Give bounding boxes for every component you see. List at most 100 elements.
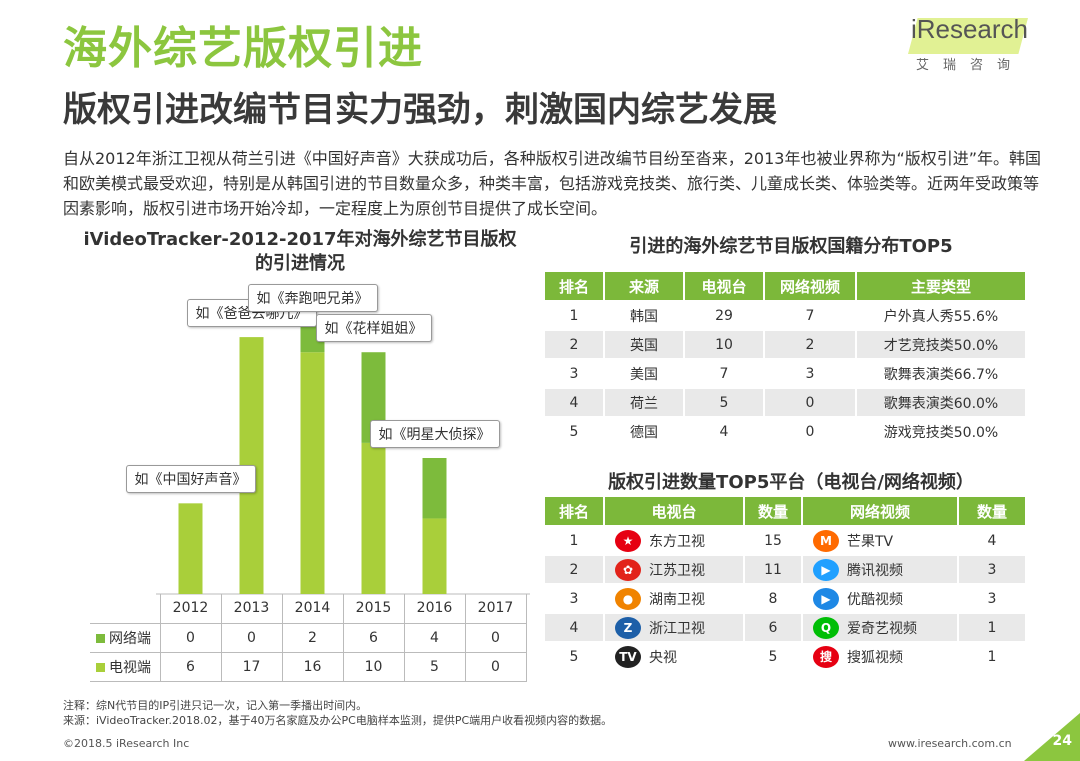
rank-cell: 4 <box>545 389 603 416</box>
logo-accent-bar <box>908 18 1028 54</box>
col-tv-count: 数量 <box>743 497 801 525</box>
jiangsu-tv-icon: ✿ <box>615 558 641 581</box>
footnotes: 注释：综N代节目的IP引进只记一次，记入第一季播出时间内。 来源：iVideoT… <box>63 698 612 728</box>
net-count-cell: 3 <box>957 556 1025 583</box>
net-platform-cell-label: 搜狐视频 <box>847 649 903 666</box>
net-platform-cell-label: 优酷视频 <box>847 591 903 608</box>
net-value: 0 <box>464 622 527 653</box>
source-text: 来源：iVideoTracker.2018.02，基于40万名家庭及办公PC电脑… <box>63 714 613 727</box>
tv-station-cell-label: 江苏卫视 <box>649 562 705 579</box>
rank-cell: 3 <box>545 585 603 612</box>
callout-2014: 如《奔跑吧兄弟》 <box>247 284 378 312</box>
chart-table-header: 2012 2013 2014 2015 2016 2017 <box>90 594 527 624</box>
net-count-cell: 2 <box>763 331 855 358</box>
chart-title: iVideoTracker-2012-2017年对海外综艺节目版权的引进情况 <box>83 229 517 274</box>
net-platform-cell: M 芒果TV <box>801 527 957 554</box>
col-rank: 排名 <box>545 497 603 525</box>
net-count-cell: 0 <box>763 418 855 445</box>
platform-row: 2 ✿ 江苏卫视 11 ▶ 腾讯视频 3 <box>545 556 1025 583</box>
tv-value: 6 <box>159 651 222 682</box>
year-label: 2015 <box>342 594 405 624</box>
net-platform-cell-label: 芒果TV <box>847 533 894 550</box>
country-table-header: 排名 来源 电视台 网络视频 主要类型 <box>545 272 1025 300</box>
logo-subtext: 艾瑞咨询 <box>915 58 1024 73</box>
dragon-tv-icon: ★ <box>615 529 641 552</box>
tv-station-cell: ★ 东方卫视 <box>603 527 743 554</box>
bar-net-2016 <box>422 458 447 519</box>
col-net-count: 数量 <box>957 497 1025 525</box>
col-rank: 排名 <box>545 272 603 300</box>
country-row: 1 韩国 29 7 户外真人秀55.6% <box>545 302 1025 329</box>
rank-cell: 1 <box>545 302 603 329</box>
net-platform-cell: Q 爱奇艺视频 <box>801 614 957 641</box>
col-tv: 电视台 <box>683 272 763 300</box>
youku-icon: ▶ <box>813 587 839 610</box>
net-platform-cell-label: 腾讯视频 <box>847 562 903 579</box>
legend-net: 网络端 <box>90 622 161 653</box>
tv-count-cell: 15 <box>743 527 801 554</box>
tv-series-row: 电视端 6 17 16 10 5 0 <box>90 651 527 682</box>
net-platform-cell: 搜搜狐视频 <box>801 643 957 670</box>
zhejiang-tv-icon: Z <box>615 616 641 639</box>
note-text: 注释：综N代节目的IP引进只记一次，记入第一季播出时间内。 <box>63 699 368 712</box>
year-label: 2017 <box>464 594 527 624</box>
platform-table-title: 版权引进数量TOP5平台（电视台/网络视频） <box>608 472 974 493</box>
tv-station-cell-label: 浙江卫视 <box>649 620 705 637</box>
legend-tv: 电视端 <box>90 651 161 682</box>
type-cell: 歌舞表演类66.7% <box>855 360 1025 387</box>
tv-count-cell: 11 <box>743 556 801 583</box>
net-series-row: 网络端 0 0 2 6 4 0 <box>90 622 527 653</box>
tv-station-cell-label: 湖南卫视 <box>649 591 705 608</box>
sohu-video-icon: 搜 <box>813 645 839 668</box>
hunan-tv-icon: ● <box>615 587 641 610</box>
tv-station-cell: Z 浙江卫视 <box>603 614 743 641</box>
net-count-cell: 3 <box>957 585 1025 612</box>
page-title: 海外综艺版权引进 <box>63 23 423 74</box>
tv-station-cell: TV 央视 <box>603 643 743 670</box>
country-table: 排名 来源 电视台 网络视频 主要类型 1 韩国 29 7 户外真人秀55.6% 2 英国 1… <box>545 270 1025 447</box>
col-net: 网络视频 <box>763 272 855 300</box>
tv-value: 16 <box>281 651 344 682</box>
platform-row: 3 ● 湖南卫视 8 ▶ 优酷视频 3 <box>545 585 1025 612</box>
country-row: 5 德国 4 0 游戏竞技类50.0% <box>545 418 1025 445</box>
platform-table: 排名 电视台 数量 网络视频 数量 1 ★ 东方卫视 15 M 芒果TV 4 2 ✿ 江苏卫视 11… <box>545 495 1025 672</box>
col-source: 来源 <box>603 272 683 300</box>
year-label: 2012 <box>159 594 222 624</box>
type-cell: 游戏竞技类50.0% <box>855 418 1025 445</box>
intro-paragraph: 自从2012年浙江卫视从荷兰引进《中国好声音》大获成功后，各种版权引进改编节目纷… <box>63 149 1042 218</box>
rank-cell: 5 <box>545 418 603 445</box>
page-subtitle: 版权引进改编节目实力强劲，刺激国内综艺发展 <box>63 90 777 130</box>
type-cell: 户外真人秀55.6% <box>855 302 1025 329</box>
copyright: ©2018.5 iResearch Inc <box>63 737 190 750</box>
net-value: 6 <box>342 622 405 653</box>
tv-station-cell: ● 湖南卫视 <box>603 585 743 612</box>
tencent-video-icon: ▶ <box>813 558 839 581</box>
country-table-title: 引进的海外综艺节目版权国籍分布TOP5 <box>629 236 953 257</box>
platform-row: 1 ★ 东方卫视 15 M 芒果TV 4 <box>545 527 1025 554</box>
net-value: 0 <box>159 622 222 653</box>
country-row: 2 英国 10 2 才艺竞技类50.0% <box>545 331 1025 358</box>
cctv-icon: TV <box>615 645 641 668</box>
tv-value: 17 <box>220 651 283 682</box>
tv-station-cell-label: 央视 <box>649 649 677 666</box>
net-count-cell: 1 <box>957 643 1025 670</box>
callout-2015: 如《花样姐姐》 <box>315 314 432 343</box>
rank-cell: 4 <box>545 614 603 641</box>
net-value: 0 <box>220 622 283 653</box>
logo-text: iResearch <box>910 14 1028 44</box>
platform-row: 4 Z 浙江卫视 6 Q 爱奇艺视频 1 <box>545 614 1025 641</box>
chart-data-table: 2012 2013 2014 2015 2016 2017 网络端 0 0 2 … <box>90 594 527 682</box>
type-cell: 歌舞表演类60.0% <box>855 389 1025 416</box>
bar-tv-2012 <box>178 503 203 594</box>
country-row: 3 美国 7 3 歌舞表演类66.7% <box>545 360 1025 387</box>
col-net-platform: 网络视频 <box>801 497 957 525</box>
tv-count-cell: 7 <box>683 360 763 387</box>
iqiyi-icon: Q <box>813 616 839 639</box>
tv-count-cell: 10 <box>683 331 763 358</box>
rank-cell: 2 <box>545 556 603 583</box>
tv-station-cell-label: 东方卫视 <box>649 533 705 550</box>
source-cell: 荷兰 <box>603 389 683 416</box>
tv-value: 10 <box>342 651 405 682</box>
source-cell: 德国 <box>603 418 683 445</box>
bar-tv-2016 <box>422 518 447 594</box>
